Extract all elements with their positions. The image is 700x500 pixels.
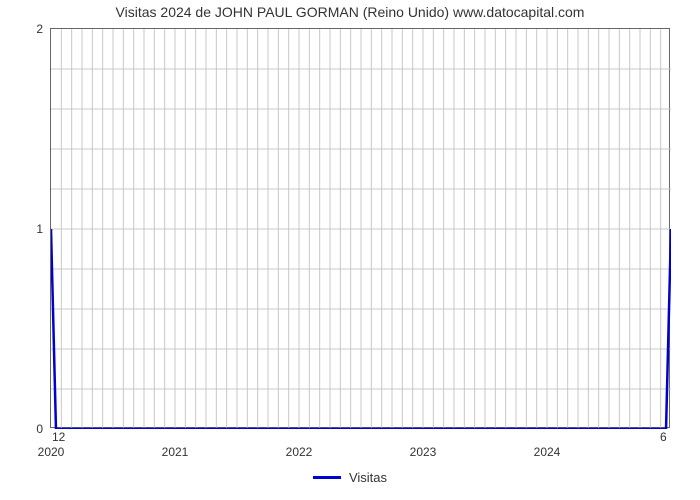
y-tick-label: 1	[36, 222, 51, 236]
x-tick-label: 2024	[534, 427, 561, 459]
x-tick-label: 2022	[286, 427, 313, 459]
y-tick-label: 2	[36, 22, 51, 36]
legend: Visitas	[0, 470, 700, 485]
chart-title-text: Visitas 2024 de JOHN PAUL GORMAN (Reino …	[116, 4, 585, 20]
legend-label: Visitas	[349, 470, 387, 485]
plot-svg	[51, 29, 671, 429]
x-tick-label: 2021	[162, 427, 189, 459]
x-tick-label: 2023	[410, 427, 437, 459]
secondary-axis-right-label: 6	[660, 430, 667, 444]
chart-container: Visitas 2024 de JOHN PAUL GORMAN (Reino …	[0, 0, 700, 500]
secondary-axis-left-label: 12	[52, 430, 65, 444]
legend-swatch	[313, 476, 341, 479]
plot-area: 01220202021202220232024	[50, 28, 670, 428]
chart-title: Visitas 2024 de JOHN PAUL GORMAN (Reino …	[0, 4, 700, 20]
